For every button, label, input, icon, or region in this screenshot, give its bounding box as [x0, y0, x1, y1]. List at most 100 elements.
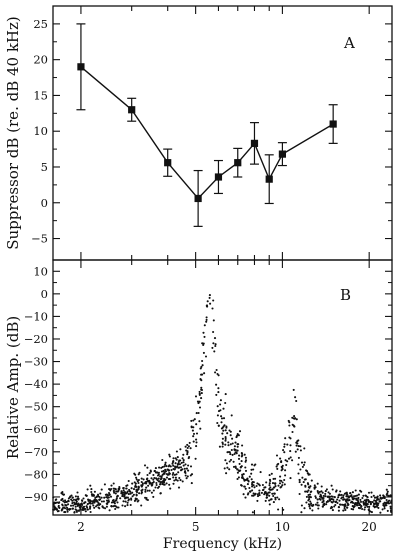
panel-b-point: [93, 507, 95, 509]
panel-b-point: [178, 477, 180, 479]
panel-b-point: [122, 487, 124, 489]
panel-b-point: [109, 509, 111, 511]
panel-b-point: [338, 500, 340, 502]
panel-b-point: [352, 491, 354, 493]
panel-b-point: [269, 479, 271, 481]
panel-b-point: [172, 457, 174, 459]
panel-b-point: [196, 412, 198, 414]
panel-b-point: [320, 495, 322, 497]
panel-b-point: [177, 464, 179, 466]
panel-b-point: [350, 495, 352, 497]
panel-b-point: [195, 441, 197, 443]
panel-b-point: [63, 506, 65, 508]
panel-b-point: [272, 495, 274, 497]
panel-b-point: [168, 465, 170, 467]
panel-b-point: [137, 500, 139, 502]
panel-b-point: [172, 483, 174, 485]
panel-b-point: [128, 480, 130, 482]
panel-b-point: [307, 489, 309, 491]
panel-b-point: [175, 457, 177, 459]
panel-b-point: [78, 510, 80, 512]
panel-b-point: [104, 507, 106, 509]
panel-b-point: [386, 499, 388, 501]
panel-b-point: [265, 481, 267, 483]
panel-b-point: [179, 463, 181, 465]
panel-b-point: [251, 478, 253, 480]
panel-b-point: [127, 497, 129, 499]
panel-b-point: [222, 408, 224, 410]
panel-b-point: [213, 319, 215, 321]
panel-b-point: [368, 506, 370, 508]
panel-b-point: [284, 443, 286, 445]
panel-b-point: [149, 472, 151, 474]
panel-b-point: [220, 421, 222, 423]
panel-b-point: [300, 449, 302, 451]
panel-b-point: [166, 473, 168, 475]
panel-b-point: [72, 507, 74, 509]
panel-b-point: [95, 505, 97, 507]
panel-b-point: [135, 498, 137, 500]
panel-b-point: [281, 467, 283, 469]
panel-b-point: [390, 508, 392, 510]
panel-b-point: [123, 489, 125, 491]
panel-b-point: [187, 447, 189, 449]
panel-b-point: [183, 465, 185, 467]
panel-b-point: [201, 389, 203, 391]
panel-b-point: [317, 507, 319, 509]
panel-b-point: [265, 500, 267, 502]
panel-b-point: [161, 459, 163, 461]
panel-b-point: [272, 478, 274, 480]
panel-b-point: [186, 477, 188, 479]
panel-b-x-tick-label: 5: [192, 520, 200, 534]
panel-b-point: [159, 483, 161, 485]
panel-b-point: [239, 469, 241, 471]
panel-b-point: [126, 487, 128, 489]
panel-b-point: [82, 506, 84, 508]
panel-b-point: [123, 496, 125, 498]
panel-b-point: [151, 492, 153, 494]
panel-b-point: [276, 489, 278, 491]
panel-a-y-tick-label: 15: [33, 88, 48, 102]
panel-b-point: [145, 487, 147, 489]
panel-b-point: [296, 442, 298, 444]
panel-b-point: [246, 479, 248, 481]
panel-b-point: [164, 464, 166, 466]
panel-b-point: [140, 490, 142, 492]
panel-b-point: [175, 462, 177, 464]
panel-b-point: [176, 450, 178, 452]
panel-a-y-label: Suppressor dB (re. dB 40 kHz): [4, 16, 22, 250]
panel-b-point: [329, 493, 331, 495]
panel-b-point: [55, 499, 57, 501]
panel-b-point: [155, 482, 157, 484]
panel-b-point: [219, 403, 221, 405]
panel-b-point: [316, 502, 318, 504]
panel-b-point: [62, 504, 64, 506]
panel-b-point: [360, 501, 362, 503]
panel-b-point: [377, 495, 379, 497]
panel-b-point: [122, 500, 124, 502]
panel-b-point: [225, 438, 227, 440]
panel-b-point: [87, 499, 89, 501]
panel-b-point: [321, 485, 323, 487]
panel-b-point: [172, 465, 174, 467]
panel-a-point: [215, 173, 222, 180]
panel-b-point: [257, 495, 259, 497]
panel-b-point: [320, 499, 322, 501]
panel-b-point: [324, 493, 326, 495]
panel-b-point: [113, 482, 115, 484]
panel-b-point: [121, 504, 123, 506]
panel-b-point: [251, 489, 253, 491]
panel-b-point: [294, 396, 296, 398]
panel-b-point: [217, 405, 219, 407]
panel-b-point: [117, 495, 119, 497]
panel-b-point: [135, 486, 137, 488]
panel-b-point: [241, 485, 243, 487]
panel-a-point: [195, 195, 202, 202]
panel-b-y-tick-label: 10: [33, 264, 48, 278]
panel-b-point: [332, 488, 334, 490]
panel-b-point: [114, 508, 116, 510]
panel-b-point: [131, 487, 133, 489]
panel-b-point: [282, 509, 284, 511]
panel-b-point: [372, 501, 374, 503]
panel-b-point: [172, 472, 174, 474]
